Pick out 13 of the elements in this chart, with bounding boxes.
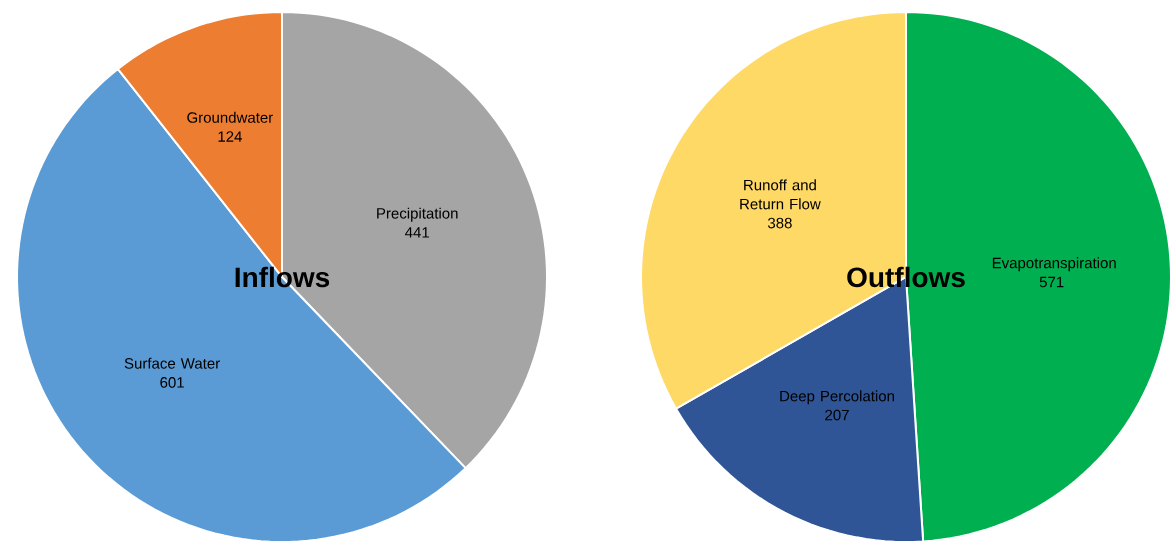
data-label: 207 xyxy=(825,409,849,421)
data-label: 441 xyxy=(405,227,429,238)
data-label: 124 xyxy=(218,131,242,142)
data-label: 571 xyxy=(1039,276,1064,288)
slice-label: Deep Percolation xyxy=(780,390,894,405)
slice-label: Groundwater xyxy=(187,111,273,123)
slice-label: Runoff and Return Flow xyxy=(740,179,821,210)
slice-label: Precipitation xyxy=(377,207,458,222)
data-label: 388 xyxy=(767,217,792,229)
slice-label: Surface Water xyxy=(124,357,220,369)
data-label: 601 xyxy=(160,377,184,388)
text: Inflows xyxy=(235,266,330,288)
slice-label: Evapotranspiration xyxy=(992,257,1116,272)
